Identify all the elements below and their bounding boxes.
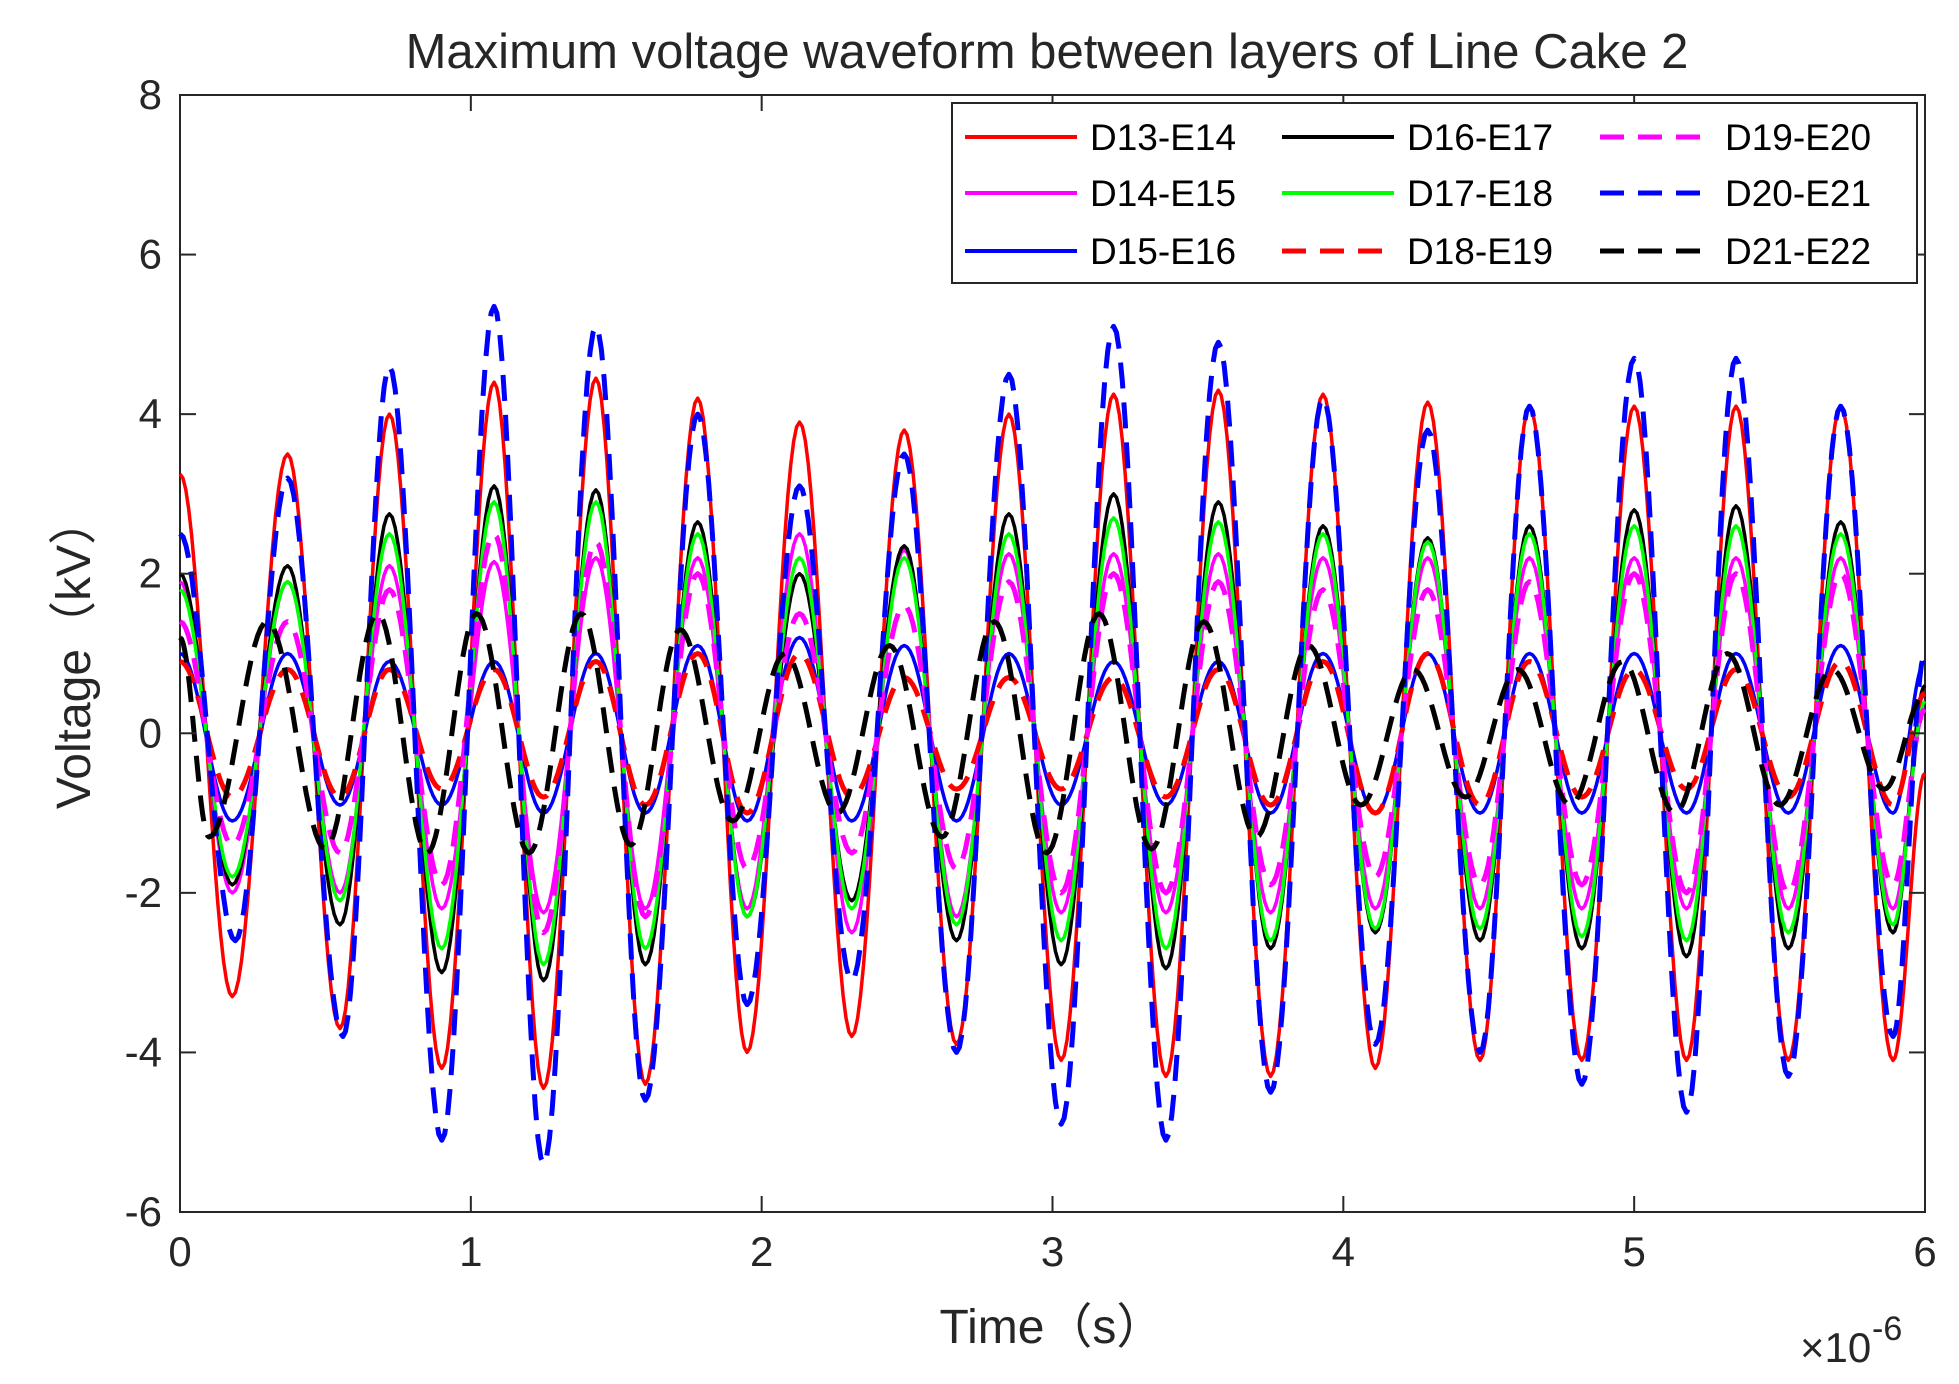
legend-label: D21-E22 [1725,231,1871,272]
y-axis-label: Voltage（kV） [48,497,101,809]
series-line-d21-e22 [178,611,1926,856]
x-tick-label: 2 [750,1228,773,1275]
chart-title: Maximum voltage waveform between layers … [406,25,1689,79]
x-axis-label: Time（s） [940,1301,1165,1354]
x-axis-ticks: 0 1 2 3 4 5 6 [168,95,1937,1275]
x-tick-label: 5 [1622,1228,1645,1275]
legend-label: D19-E20 [1725,117,1871,158]
y-tick-label: 2 [139,550,162,597]
series-line-d19-e20 [178,531,1927,936]
legend-box [951,102,1918,284]
legend: D13-E14 D14-E15 D15-E16 D16-E17 D17-E18 D18-E… [951,102,1918,284]
y-axis-ticks: -6 -4 -2 0 2 4 6 8 [125,71,1925,1235]
x-exponent-power: -6 [1872,1310,1902,1348]
legend-label: D20-E21 [1725,173,1871,214]
legend-label: D16-E17 [1407,117,1553,158]
x-tick-label: 6 [1913,1228,1936,1275]
x-tick-label: 0 [168,1228,191,1275]
series-line-d20-e21 [178,303,1928,1167]
y-tick-label: -6 [125,1188,162,1235]
y-tick-label: -4 [125,1028,162,1075]
legend-label: D13-E14 [1090,117,1236,158]
x-tick-label: 1 [459,1228,482,1275]
y-tick-label: 4 [139,390,162,437]
y-tick-label: -2 [125,869,162,916]
x-axis-exponent: ×10 -6 [1800,1310,1902,1371]
legend-label: D17-E18 [1407,173,1553,214]
y-tick-label: 8 [139,71,162,118]
x-tick-label: 3 [1041,1228,1064,1275]
y-tick-label: 0 [139,709,162,756]
legend-label: D14-E15 [1090,173,1236,214]
series-line-d18-e19 [179,651,1927,816]
x-exponent-base: ×10 [1800,1324,1871,1371]
x-tick-label: 4 [1332,1228,1355,1275]
legend-label: D15-E16 [1090,231,1236,272]
y-tick-label: 6 [139,231,162,278]
series-layer [178,303,1928,1167]
legend-label: D18-E19 [1407,231,1553,272]
